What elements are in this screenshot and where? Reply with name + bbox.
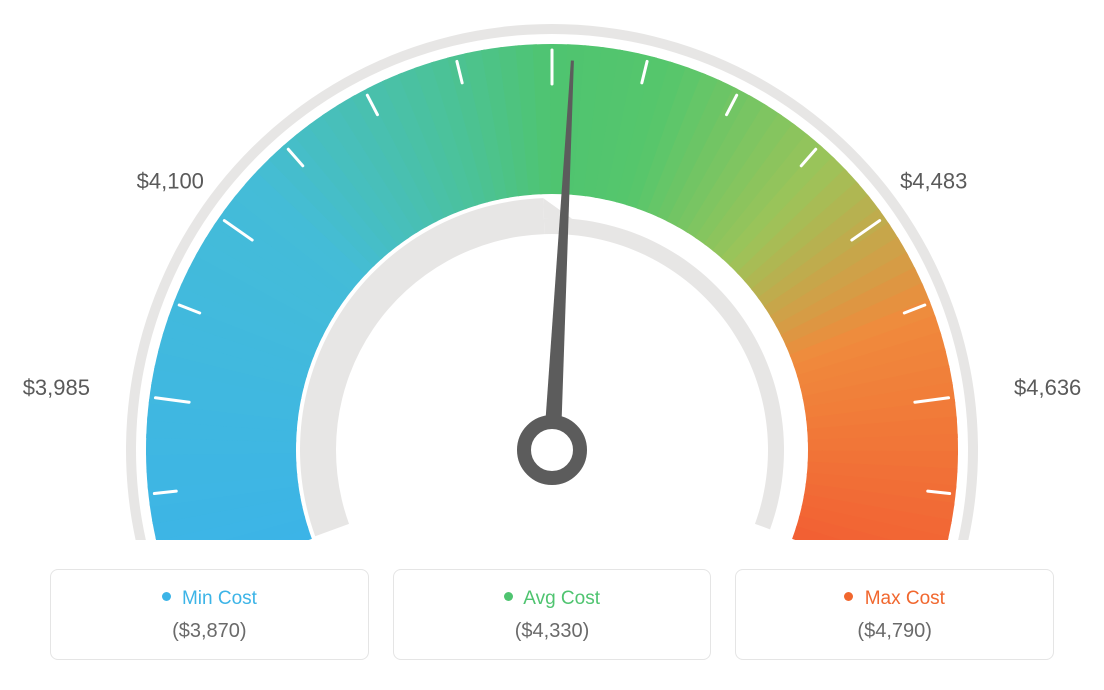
legend-label-min: Min Cost xyxy=(182,588,257,609)
dot-min xyxy=(162,592,171,601)
legend-value-avg: ($4,330) xyxy=(404,620,701,643)
legend-card-max: Max Cost ($4,790) xyxy=(735,569,1054,660)
dot-max xyxy=(844,592,853,601)
gauge-tick-label: $4,100 xyxy=(137,169,204,194)
legend-value-max: ($4,790) xyxy=(746,620,1043,643)
legend-title-min: Min Cost xyxy=(61,588,358,610)
legend-label-max: Max Cost xyxy=(865,588,945,609)
gauge-chart: $3,870$3,985$4,100$4,330$4,483$4,636$4,7… xyxy=(0,0,1104,540)
gauge-svg: $3,870$3,985$4,100$4,330$4,483$4,636$4,7… xyxy=(0,0,1104,540)
legend-value-min: ($3,870) xyxy=(61,620,358,643)
legend-row: Min Cost ($3,870) Avg Cost ($4,330) Max … xyxy=(50,569,1054,660)
gauge-arc xyxy=(146,44,958,540)
gauge-tick-label: $3,985 xyxy=(23,375,90,400)
gauge-tick-label: $4,483 xyxy=(900,169,967,194)
legend-card-min: Min Cost ($3,870) xyxy=(50,569,369,660)
legend-title-max: Max Cost xyxy=(746,588,1043,610)
gauge-tick-label: $4,636 xyxy=(1014,375,1081,400)
legend-card-avg: Avg Cost ($4,330) xyxy=(393,569,712,660)
legend-title-avg: Avg Cost xyxy=(404,588,701,610)
legend-label-avg: Avg Cost xyxy=(523,588,600,609)
dot-avg xyxy=(504,592,513,601)
gauge-needle-hub xyxy=(524,422,580,478)
